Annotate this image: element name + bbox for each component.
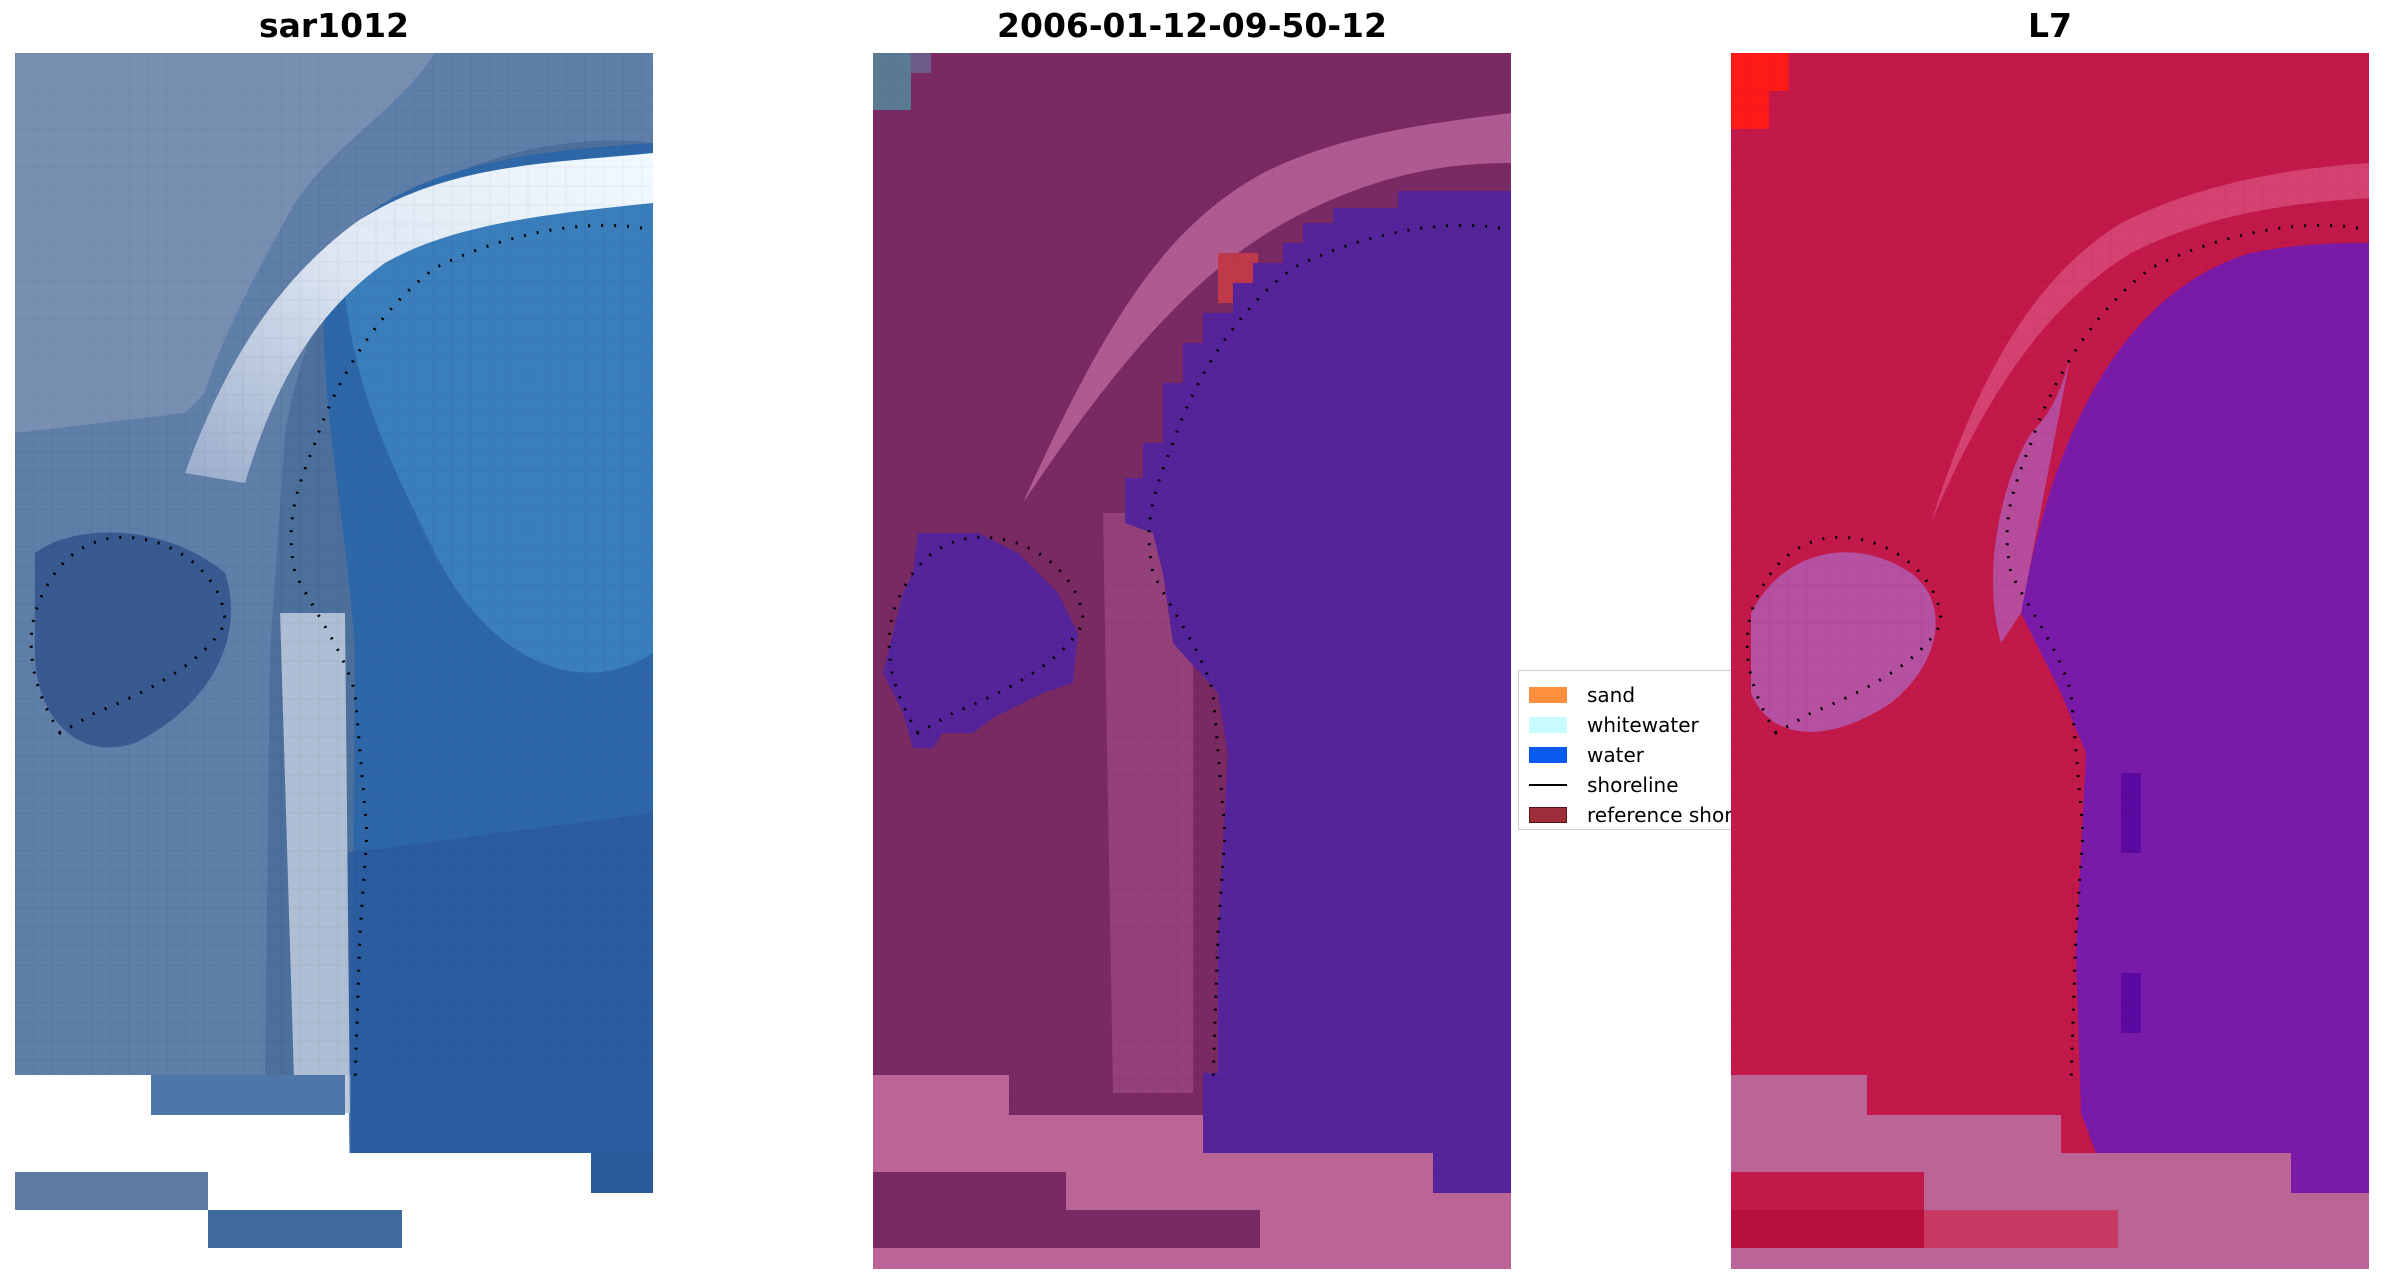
- pixel-grid: [15, 53, 653, 1075]
- panel-title-satellite: sar1012: [258, 6, 410, 45]
- legend-swatch-whitewater: [1529, 717, 1567, 733]
- legend-item-sand: sand: [1529, 681, 1635, 709]
- strip-image: [873, 1210, 1066, 1248]
- strip-image: [1066, 1210, 1260, 1248]
- legend-label-sand: sand: [1587, 683, 1636, 707]
- legend-item-shoreline: shoreline: [1529, 771, 1679, 799]
- strip-image: [1731, 1210, 1924, 1248]
- legend-label-shoreline: shoreline: [1587, 773, 1679, 797]
- legend-line-shoreline: [1529, 784, 1567, 786]
- strip-image: [208, 1210, 402, 1248]
- legend-swatch-reference-shoreline: [1529, 807, 1567, 823]
- strip-image: [15, 1172, 208, 1210]
- legend-label-water: water: [1587, 743, 1644, 767]
- classified-image: [873, 53, 1511, 1269]
- pixel-grid: [1731, 53, 2369, 1269]
- legend-item-water: water: [1529, 741, 1644, 769]
- nodata-area: [15, 1115, 345, 1153]
- strip-image: [151, 1075, 345, 1115]
- legend-item-reference-shoreline: reference shoreline: [1529, 801, 1731, 829]
- index-image: [1731, 53, 2369, 1269]
- panel-title-index: L7: [2028, 6, 2072, 45]
- legend-swatch-sand: [1529, 687, 1567, 703]
- legend-item-whitewater: whitewater: [1529, 711, 1699, 739]
- legend-label-whitewater: whitewater: [1587, 713, 1699, 737]
- strip-image: [873, 1172, 1066, 1210]
- strip-image: [1731, 1172, 1924, 1210]
- legend: sand whitewater water shoreline referenc…: [1518, 670, 1731, 830]
- nodata-area: [345, 1153, 591, 1193]
- pixel-grid: [873, 53, 1511, 1269]
- satellite-image: [15, 53, 653, 1253]
- strip-image: [1924, 1210, 2118, 1248]
- nodata-area: [15, 1075, 151, 1115]
- panel-title-classified: 2006-01-12-09-50-12: [997, 6, 1387, 45]
- strip-image: [591, 1153, 653, 1193]
- legend-label-reference-shoreline: reference shoreline: [1587, 803, 1731, 827]
- legend-swatch-water: [1529, 747, 1567, 763]
